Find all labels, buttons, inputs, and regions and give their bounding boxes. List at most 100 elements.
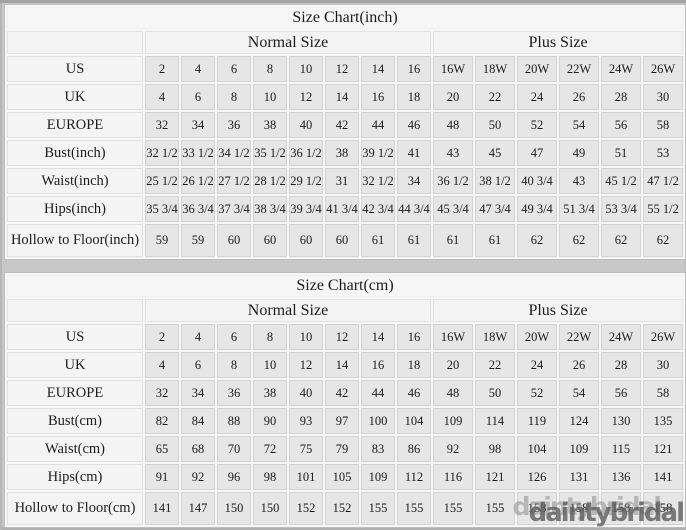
size-value-cell: 34 (397, 168, 431, 194)
size-value-cell: 10 (289, 324, 323, 350)
size-value-cell: 42 (325, 380, 359, 406)
size-value-cell: 61 (397, 224, 431, 257)
table-row: Hollow to Floor(inch) 59 59 60 60 60 60 61 61 61 6… (7, 224, 684, 257)
size-value-cell: 28 (601, 352, 641, 378)
size-value-cell: 158 (643, 492, 684, 525)
size-value-cell: 121 (643, 436, 684, 462)
corner-cell (7, 31, 143, 54)
size-value-cell: 10 (289, 56, 323, 82)
size-value-cell: 105 (325, 464, 359, 490)
size-value-cell: 112 (397, 464, 431, 490)
size-value-cell: 47 (517, 140, 557, 166)
row-label: Waist(inch) (7, 168, 143, 194)
size-value-cell: 49 3/4 (517, 196, 557, 222)
size-value-cell: 47 3/4 (475, 196, 515, 222)
size-value-cell: 18W (475, 56, 515, 82)
table-row: Bust(inch) 32 1/2 33 1/2 34 1/2 35 1/2 36 1/2… (7, 140, 684, 166)
row-label: Bust(cm) (7, 408, 143, 434)
size-value-cell: 10 (253, 84, 287, 110)
row-label: UK (7, 84, 143, 110)
size-value-cell: 93 (289, 408, 323, 434)
size-value-cell: 25 1/2 (145, 168, 179, 194)
size-value-cell: 8 (253, 56, 287, 82)
size-value-cell: 96 (217, 464, 251, 490)
size-value-cell: 109 (433, 408, 473, 434)
size-value-cell: 121 (475, 464, 515, 490)
size-value-cell: 98 (475, 436, 515, 462)
table-row: Waist(cm) 65 68 70 72 75 79 83 86 92 98 104 109 115 12… (7, 436, 684, 462)
size-value-cell: 10 (253, 352, 287, 378)
corner-cell (7, 299, 143, 322)
row-label: Hips(cm) (7, 464, 143, 490)
size-value-cell: 60 (253, 224, 287, 257)
size-value-cell: 41 (397, 140, 431, 166)
size-value-cell: 26 (559, 352, 599, 378)
table-row: Hips(cm) 91 92 96 98 101 105 109 112 116 121 126 131… (7, 464, 684, 490)
size-value-cell: 38 (253, 380, 287, 406)
size-value-cell: 4 (181, 324, 215, 350)
size-value-cell: 28 (601, 84, 641, 110)
title-row: Size Chart(inch) (7, 7, 684, 29)
size-value-cell: 51 3/4 (559, 196, 599, 222)
size-value-cell: 34 (181, 380, 215, 406)
size-value-cell: 155 (361, 492, 395, 525)
row-label: Bust(inch) (7, 140, 143, 166)
size-value-cell: 136 (601, 464, 641, 490)
size-value-cell: 61 (361, 224, 395, 257)
size-value-cell: 42 3/4 (361, 196, 395, 222)
size-value-cell: 114 (475, 408, 515, 434)
size-value-cell: 6 (181, 352, 215, 378)
size-value-cell: 18 (397, 84, 431, 110)
size-value-cell: 48 (433, 112, 473, 138)
size-value-cell: 16 (361, 84, 395, 110)
size-value-cell: 58 (643, 112, 684, 138)
size-value-cell: 56 (601, 112, 641, 138)
table-row: US 2 4 6 8 10 12 14 16 16W 18W 20W 22W 24W 26W (7, 324, 684, 350)
size-value-cell: 141 (643, 464, 684, 490)
table-title: Size Chart(cm) (7, 275, 684, 297)
size-value-cell: 8 (217, 84, 251, 110)
size-value-cell: 12 (289, 352, 323, 378)
size-value-cell: 72 (253, 436, 287, 462)
size-value-cell: 45 (475, 140, 515, 166)
size-value-cell: 70 (217, 436, 251, 462)
size-value-cell: 22 (475, 84, 515, 110)
size-value-cell: 30 (643, 352, 684, 378)
size-value-cell: 38 (325, 140, 359, 166)
size-value-cell: 44 3/4 (397, 196, 431, 222)
size-value-cell: 48 (433, 380, 473, 406)
size-value-cell: 50 (475, 380, 515, 406)
size-value-cell: 6 (217, 324, 251, 350)
size-value-cell: 2 (145, 56, 179, 82)
size-value-cell: 26 1/2 (181, 168, 215, 194)
size-value-cell: 36 (217, 112, 251, 138)
size-value-cell: 16W (433, 56, 473, 82)
size-value-cell: 36 3/4 (181, 196, 215, 222)
size-value-cell: 34 1/2 (217, 140, 251, 166)
size-value-cell: 32 1/2 (145, 140, 179, 166)
size-value-cell: 91 (145, 464, 179, 490)
size-value-cell: 34 (181, 112, 215, 138)
size-value-cell: 119 (517, 408, 557, 434)
plus-size-header: Plus Size (433, 299, 684, 322)
size-value-cell: 158 (559, 492, 599, 525)
size-value-cell: 59 (181, 224, 215, 257)
table-title: Size Chart(inch) (7, 7, 684, 29)
size-value-cell: 55 1/2 (643, 196, 684, 222)
size-value-cell: 12 (325, 324, 359, 350)
size-value-cell: 18W (475, 324, 515, 350)
size-value-cell: 46 (397, 112, 431, 138)
size-value-cell: 53 (643, 140, 684, 166)
size-value-cell: 61 (475, 224, 515, 257)
size-value-cell: 124 (559, 408, 599, 434)
size-value-cell: 44 (361, 112, 395, 138)
size-value-cell: 51 (601, 140, 641, 166)
size-value-cell: 4 (181, 56, 215, 82)
row-label: US (7, 56, 143, 82)
size-value-cell: 39 3/4 (289, 196, 323, 222)
size-value-cell: 36 1/2 (289, 140, 323, 166)
size-value-cell: 16 (397, 324, 431, 350)
size-value-cell: 32 1/2 (361, 168, 395, 194)
size-value-cell: 20W (517, 56, 557, 82)
size-value-cell: 92 (181, 464, 215, 490)
